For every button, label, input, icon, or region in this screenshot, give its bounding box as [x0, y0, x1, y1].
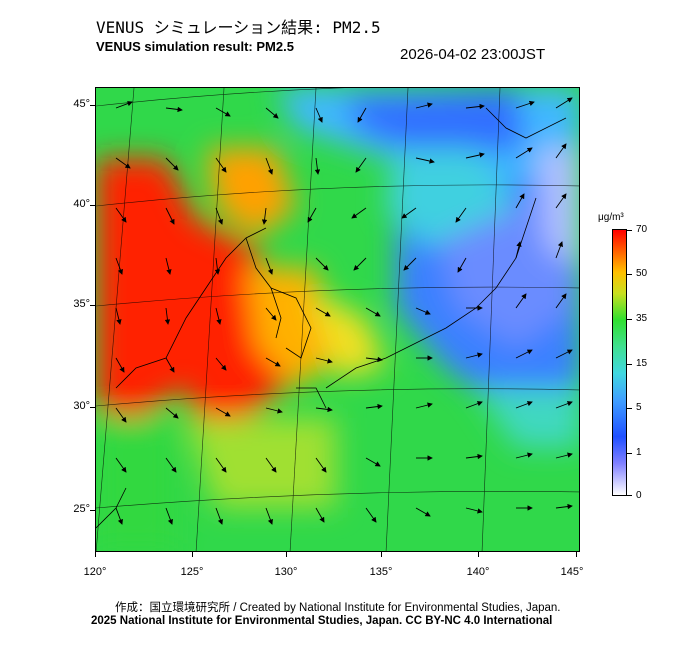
pm25-map	[95, 87, 580, 552]
wind-vectors	[115, 97, 573, 525]
title-japanese: VENUS シミュレーション結果: PM2.5	[96, 18, 381, 37]
credit-line: 作成：国立環境研究所 / Created by National Institu…	[115, 602, 561, 614]
colorbar-label-35: 35	[636, 313, 648, 324]
timestamp: 2026-04-02 23:00JST	[400, 46, 546, 63]
lat-tick	[90, 205, 95, 206]
lat-label-35: 35°	[73, 298, 90, 310]
lon-tick	[478, 552, 479, 557]
colorbar-tick	[627, 364, 632, 365]
colorbar-label-15: 15	[636, 358, 648, 369]
lon-label-140: 140°	[466, 566, 490, 578]
lon-tick	[286, 552, 287, 557]
lon-tick	[381, 552, 382, 557]
lat-tick	[90, 407, 95, 408]
colorbar-unit: μg/m³	[598, 212, 624, 223]
lon-label-135: 135°	[369, 566, 393, 578]
colorbar-label-50: 50	[636, 268, 648, 279]
colorbar-tick	[627, 453, 632, 454]
lat-tick	[90, 510, 95, 511]
lat-label-40: 40°	[73, 198, 90, 210]
colorbar	[612, 229, 627, 496]
colorbar-tick	[627, 230, 632, 231]
lon-tick	[95, 552, 96, 557]
copyright-line: 2025 National Institute for Environmenta…	[91, 615, 553, 627]
lat-label-25: 25°	[73, 503, 90, 515]
lon-label-125: 125°	[180, 566, 204, 578]
colorbar-tick	[627, 319, 632, 320]
lon-tick	[576, 552, 577, 557]
lat-label-30: 30°	[73, 400, 90, 412]
colorbar-tick	[627, 408, 632, 409]
lat-tick	[90, 105, 95, 106]
lat-tick	[90, 305, 95, 306]
colorbar-label-70: 70	[636, 224, 648, 235]
colorbar-tick	[627, 274, 632, 275]
graticule	[96, 88, 579, 551]
lon-label-120: 120°	[83, 566, 107, 578]
lon-label-130: 130°	[274, 566, 298, 578]
lon-tick	[192, 552, 193, 557]
lat-label-45: 45°	[73, 98, 90, 110]
colorbar-label-1: 1	[636, 447, 642, 458]
lon-label-145: 145°	[560, 566, 584, 578]
colorbar-tick	[627, 495, 632, 496]
map-canvas	[96, 88, 579, 551]
title-english: VENUS simulation result: PM2.5	[96, 39, 294, 54]
colorbar-label-0: 0	[636, 490, 642, 501]
colorbar-label-5: 5	[636, 402, 642, 413]
